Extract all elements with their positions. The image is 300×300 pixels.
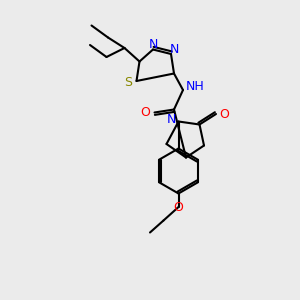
Text: S: S [124,76,132,89]
Text: O: O [140,106,150,119]
Text: N: N [167,112,176,126]
Text: O: O [174,201,183,214]
Text: NH: NH [186,80,205,94]
Text: N: N [148,38,158,52]
Text: O: O [220,107,230,121]
Text: N: N [169,43,179,56]
